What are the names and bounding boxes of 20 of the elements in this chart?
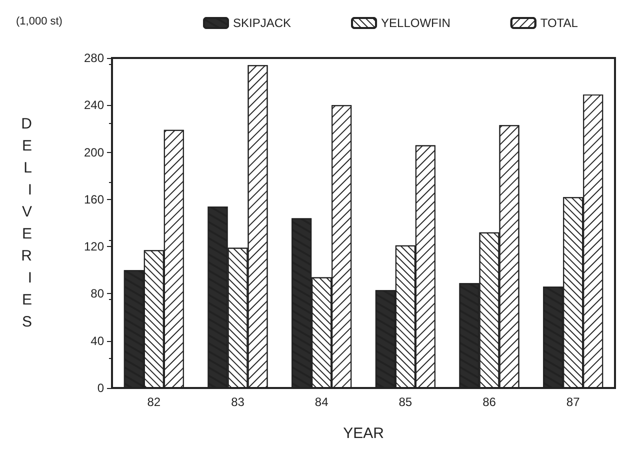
x-tick-label: 84 xyxy=(314,395,329,409)
x-tick-label: 82 xyxy=(147,395,161,409)
y-tick-label: 280 xyxy=(84,51,104,65)
x-tick-label: 83 xyxy=(231,395,245,409)
y-tick-label: 240 xyxy=(84,98,104,112)
x-tick-label: 87 xyxy=(566,395,580,409)
legend-label: SKIPJACK xyxy=(233,16,292,30)
legend-label: TOTAL xyxy=(540,16,578,30)
text: (1,000 st) xyxy=(16,16,62,28)
y-tick-label: 40 xyxy=(90,334,104,348)
y-tick-label: 120 xyxy=(84,240,104,254)
legend-label: YELLOWFIN xyxy=(381,16,450,30)
y-tick-label: 0 xyxy=(97,381,104,395)
x-tick-label: 85 xyxy=(398,395,412,409)
text: DELIVERIES xyxy=(21,116,32,330)
y-tick-label: 80 xyxy=(90,286,104,301)
y-tick-label: 200 xyxy=(84,145,104,160)
x-axis-title: YEAR xyxy=(343,425,384,442)
x-tick-label: 86 xyxy=(482,395,496,409)
y-tick-label: 160 xyxy=(84,192,104,206)
